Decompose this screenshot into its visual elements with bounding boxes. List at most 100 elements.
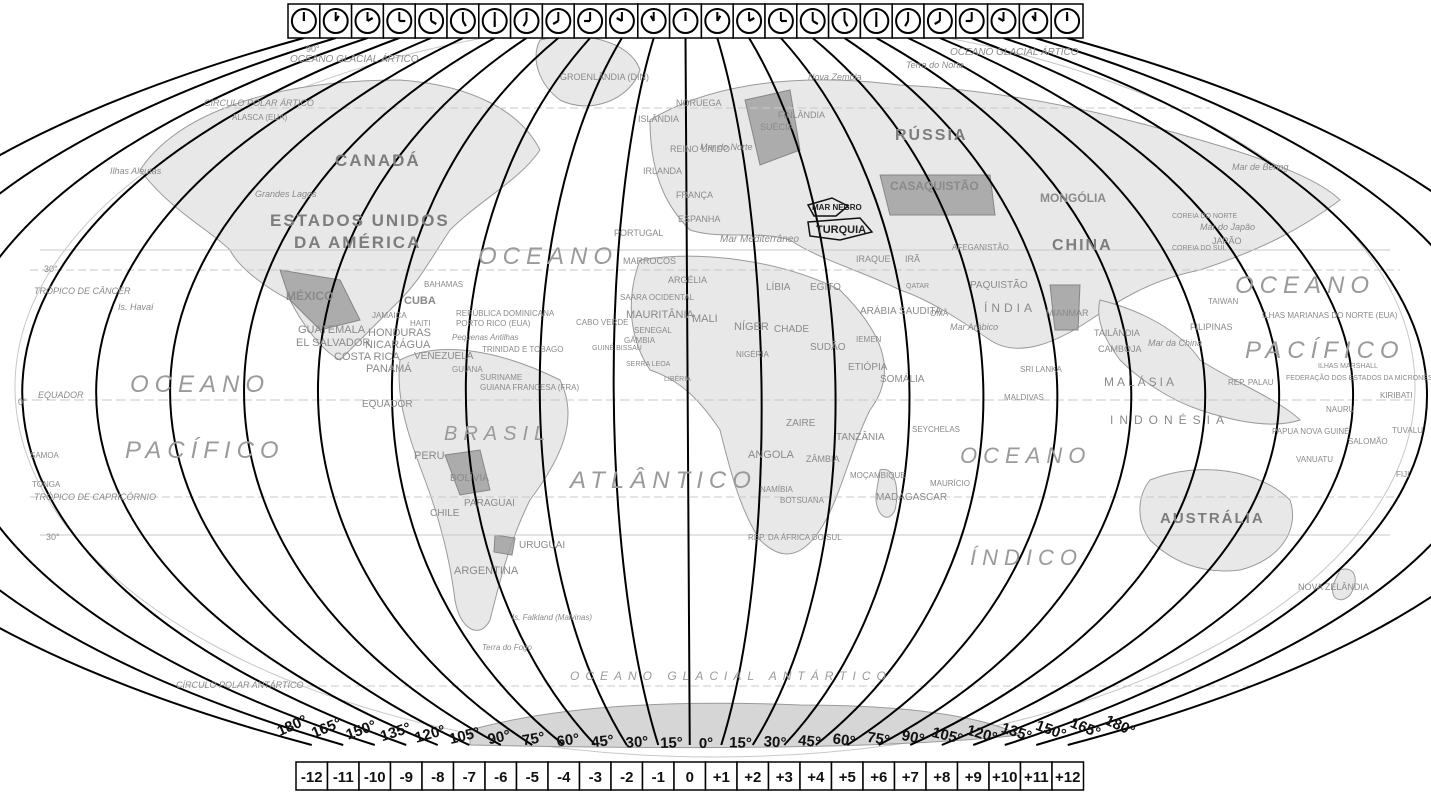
country-label: FEDERAÇÃO DOS ESTADOS DA MICRONÉSIA	[1286, 373, 1431, 382]
graticule	[18, 107, 1412, 687]
time-zone-label: 0	[686, 769, 694, 786]
country-label: ÍNDIA	[984, 300, 1036, 315]
lat-label: 30°	[44, 264, 58, 274]
country-label: IRAQUE	[856, 254, 891, 264]
degree-label: 45°	[797, 732, 821, 751]
country-label: Mar do Norte	[700, 142, 753, 152]
time-zone-label: -4	[557, 769, 571, 786]
clock-icon	[923, 3, 957, 39]
country-label: FINLÂNDIA	[778, 110, 825, 120]
country-label: HAITI	[410, 319, 430, 328]
time-zone-box	[1019, 761, 1053, 791]
country-label: PANAMÁ	[366, 362, 412, 375]
country-label: COREIA DO NORTE	[1172, 213, 1238, 220]
time-zone-label: -1	[652, 769, 665, 786]
atlantico-label: ATLÂNTICO	[568, 467, 757, 494]
time-zone-label: +3	[776, 769, 793, 786]
southeast-asia-land	[1098, 299, 1301, 425]
country-label: FIJI	[1396, 470, 1409, 479]
time-zone-label: -10	[364, 769, 386, 786]
country-label: ESPANHA	[678, 214, 720, 224]
country-label: MALDIVAS	[1004, 393, 1044, 402]
country-label: Pequenas Antilhas	[452, 333, 518, 342]
country-label: Mar Mediterrâneo	[720, 234, 799, 245]
madagascar-land	[875, 468, 898, 518]
meridian-lines	[0, 37, 1431, 746]
clock-icon	[446, 3, 480, 39]
clock-icon	[573, 3, 607, 39]
clock-row	[287, 3, 1084, 39]
country-label: HONDURAS	[368, 327, 431, 339]
country-label: NOVA ZELÂNDIA	[1298, 582, 1369, 592]
clock-icon	[891, 3, 925, 39]
degree-label: 150°	[1033, 717, 1068, 744]
country-label: SRI LANKA	[1020, 365, 1062, 374]
time-zone-box	[547, 761, 581, 791]
country-label: SURINAME	[480, 373, 522, 382]
atlantico-oceano-label: OCEANO	[478, 243, 618, 270]
meridian-line	[1035, 37, 1431, 746]
time-zone-box	[830, 761, 864, 791]
clock-icon	[637, 3, 671, 39]
country-label: ILHAS MARSHALL	[1318, 363, 1378, 370]
parallel-label: CÍRCULO POLAR ÁRTICO	[204, 98, 314, 108]
degree-label: 45°	[590, 732, 614, 751]
country-label: NÍGER	[734, 320, 769, 333]
time-zone-boxes: -12 -11 -10 -9 -8 -7 -6 -5 -4 -3 -2 -1 0 +1 +2 +3 +4 +5 +6…	[295, 761, 1085, 791]
country-label: IEMEN	[856, 335, 882, 344]
country-label: REINO UNIDO	[670, 144, 730, 154]
clock-icon	[414, 3, 448, 39]
time-zone-box	[484, 761, 518, 791]
country-label: CUBA	[404, 295, 436, 307]
country-label: CHILE	[430, 508, 460, 519]
country-label: Terra do Norte	[906, 60, 964, 70]
country-label: SOMÁLIA	[880, 372, 925, 385]
country-label: BRASIL	[444, 423, 551, 445]
time-zone-label: -12	[301, 769, 323, 786]
country-label: EL SALVADOR	[296, 337, 370, 349]
country-label: VANUATU	[1296, 455, 1333, 464]
country-label: REP. PALAU	[1228, 378, 1274, 387]
country-label: EGITO	[810, 282, 841, 293]
meridian-line	[1003, 37, 1428, 746]
country-label: SALOMÃO	[1348, 437, 1388, 446]
meridian-line	[0, 37, 376, 746]
time-zone-label: +8	[933, 769, 950, 786]
meridian-line	[748, 37, 837, 746]
country-label: TANZÂNIA	[836, 430, 885, 443]
country-label: CABO VERDE	[576, 318, 628, 327]
country-label: Terra do Fogo	[482, 643, 533, 652]
time-zone-box	[925, 761, 959, 791]
country-label: Mar do Japão	[1200, 222, 1255, 232]
meridian-line	[1066, 37, 1431, 746]
myanmar-shade	[1049, 284, 1081, 331]
country-label: Grandes Lagos	[255, 189, 317, 199]
glacial-antartico-label: OCEANO GLACIAL ANTÁRTICO	[570, 668, 892, 683]
clock-icon	[287, 3, 321, 39]
mar-negro-outline	[806, 197, 850, 217]
country-label: SAMOA	[30, 451, 60, 460]
country-label: BAHAMAS	[424, 280, 463, 289]
clock-icon	[764, 3, 798, 39]
time-zone-label: +6	[870, 769, 887, 786]
country-label: MONGÓLIA	[1040, 190, 1106, 205]
clock-icon	[605, 3, 639, 39]
meridian-line	[243, 37, 502, 746]
pacifico-w-oceano-label: OCEANO	[130, 371, 270, 398]
country-label: MOÇAMBIQUE	[850, 471, 906, 480]
country-label: Ilhas Aleutas	[110, 166, 162, 176]
country-label: PORTUGAL	[614, 228, 663, 238]
uruguay-shade	[493, 534, 516, 556]
degree-label: 30°	[763, 733, 787, 752]
country-label: SENEGAL	[634, 326, 672, 335]
country-label: PERU	[414, 450, 445, 462]
clock-icon	[478, 3, 512, 39]
country-label: ARÁBIA SAUDITA	[860, 304, 942, 317]
country-label: SEYCHELAS	[912, 425, 960, 434]
meridian-line	[684, 37, 691, 746]
pacifico-e-oceano-label: OCEANO	[1235, 272, 1375, 299]
country-label: Nova Zembla	[808, 72, 862, 82]
australia-land	[1139, 469, 1294, 572]
degree-label: 120°	[413, 722, 448, 747]
degree-label: 165°	[1068, 714, 1103, 741]
